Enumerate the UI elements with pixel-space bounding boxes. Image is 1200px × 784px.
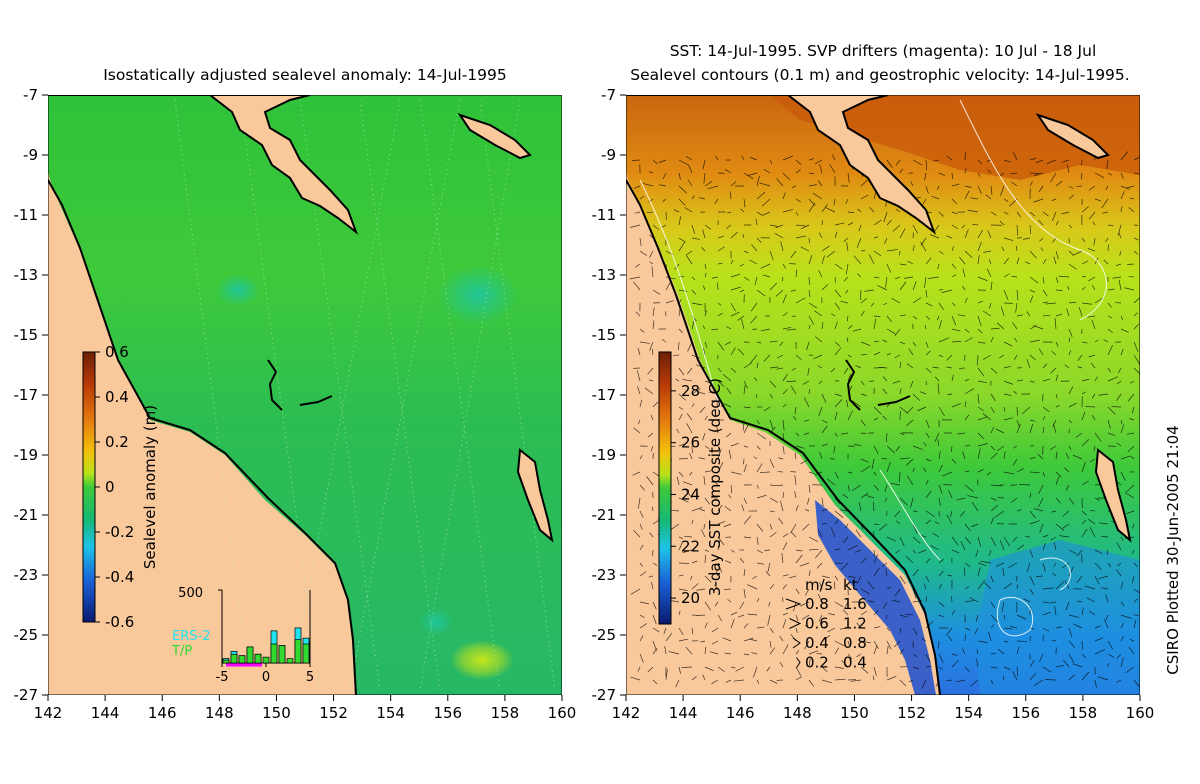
inset-bar-tp [303,644,309,663]
left-yellow-blob [450,640,514,680]
inset-bar-tp [255,654,261,663]
right-ytick-label: -9 [601,146,616,164]
left-ytick-label: -17 [14,386,39,404]
inset-bar-tp [231,654,237,663]
inset-y-tick: 500 [178,586,203,601]
right-panel-title-line1: SST: 14-Jul-1995. SVP drifters (magenta)… [670,42,1097,60]
inset-bar-tp [295,640,301,663]
left-ytick-label: -15 [14,326,39,344]
left-xtick-label: 154 [376,704,405,722]
right-map [626,95,1143,695]
right-ytick-label: -11 [592,206,617,224]
right-ytick-label: -23 [592,566,617,584]
inset-xtick-label: 0 [262,670,270,685]
right-xtick-label: 146 [726,704,755,722]
right-colorbar [659,352,671,624]
velocity-key-ms: 0.8 [805,595,829,613]
inset-bar-tp [263,657,269,663]
left-ytick-label: -27 [14,686,39,704]
velocity-key-header-kt: kt [843,576,858,594]
velocity-key-kt: 0.4 [843,654,867,672]
left-colorbar [83,352,95,622]
right-colorbar-tick-label: 22 [681,537,700,555]
right-ytick-label: -25 [592,626,617,644]
left-colorbar-tick-label: 0.2 [105,433,129,451]
left-colorbar-label: Sealevel anomaly (m) [141,405,159,569]
right-colorbar-label: 3-day SST composite (deg C) [706,378,724,596]
velocity-key-ms: 0.4 [805,634,829,652]
credit-text: CSIRO Plotted 30-Jun-2005 21:04 [1164,425,1182,674]
inset-xtick-label: -5 [216,670,229,685]
left-xtick-label: 146 [148,704,177,722]
left-xtick-label: 148 [205,704,234,722]
left-ytick-label: -7 [23,86,38,104]
right-colorbar-tick-label: 28 [681,382,700,400]
left-colorbar-tick-label: -0.6 [105,613,134,631]
velocity-key-kt: 1.2 [843,615,867,633]
left-xtick-label: 156 [433,704,462,722]
right-xtick-label: 160 [1126,704,1155,722]
left-ytick-label: -21 [14,506,39,524]
left-colorbar-tick-label: 0 [105,478,115,496]
left-ytick-label: -19 [14,446,39,464]
inset-xtick-label: 5 [306,670,314,685]
left-xtick-label: 158 [491,704,520,722]
right-xtick-label: 156 [1011,704,1040,722]
right-panel-title-line2: Sealevel contours (0.1 m) and geostrophi… [630,66,1129,84]
left-cyan-blob-1 [438,265,518,325]
right-xtick-label: 144 [669,704,698,722]
inset-bar-tp [239,656,245,663]
right-colorbar-tick-label: 20 [681,589,700,607]
velocity-key-kt: 0.8 [843,634,867,652]
right-xtick-label: 152 [897,704,926,722]
right-ytick-label: -19 [592,446,617,464]
inset-bar-tp [279,645,285,663]
left-cyan-blob-3 [418,608,454,636]
right-ytick-label: -13 [592,266,617,284]
left-xtick-label: 150 [262,704,291,722]
right-ytick-label: -21 [592,506,617,524]
left-ytick-label: -13 [14,266,39,284]
right-colorbar-tick-label: 26 [681,434,700,452]
left-panel-title: Isostatically adjusted sealevel anomaly:… [103,66,507,84]
inset-legend-ers2: ERS-2 [172,629,210,644]
left-colorbar-tick-label: 0.6 [105,343,129,361]
left-xtick-label: 142 [34,704,63,722]
left-xtick-label: 152 [319,704,348,722]
left-cyan-blob-2 [216,274,260,306]
inset-bar-tp [223,660,229,663]
inset-legend-tp: T/P [171,644,192,659]
inset-bar-tp [287,659,293,663]
inset-bar-tp [247,647,253,663]
left-ytick-label: -25 [14,626,39,644]
velocity-key-ms: 0.6 [805,615,829,633]
right-southeast-cool-water [975,540,1140,695]
inset-bar-tp [271,644,277,663]
right-ytick-label: -27 [592,686,617,704]
right-xtick-label: 158 [1069,704,1098,722]
right-xtick-label: 150 [840,704,869,722]
left-xtick-label: 144 [91,704,120,722]
velocity-key-kt: 1.6 [843,595,867,613]
right-xtick-label: 148 [783,704,812,722]
left-xtick-label: 160 [548,704,577,722]
right-colorbar-tick-label: 24 [681,485,700,503]
right-xtick-label: 142 [612,704,641,722]
left-colorbar-tick-label: -0.2 [105,523,134,541]
right-ytick-label: -7 [601,86,616,104]
left-colorbar-tick-label: 0.4 [105,388,129,406]
left-ytick-label: -9 [23,146,38,164]
left-ytick-label: -11 [14,206,39,224]
right-ytick-label: -17 [592,386,617,404]
velocity-key-header-ms: m/s [805,576,833,594]
left-ytick-label: -23 [14,566,39,584]
velocity-key-ms: 0.2 [805,654,829,672]
right-ytick-label: -15 [592,326,617,344]
right-xtick-label: 154 [954,704,983,722]
left-colorbar-tick-label: -0.4 [105,568,134,586]
